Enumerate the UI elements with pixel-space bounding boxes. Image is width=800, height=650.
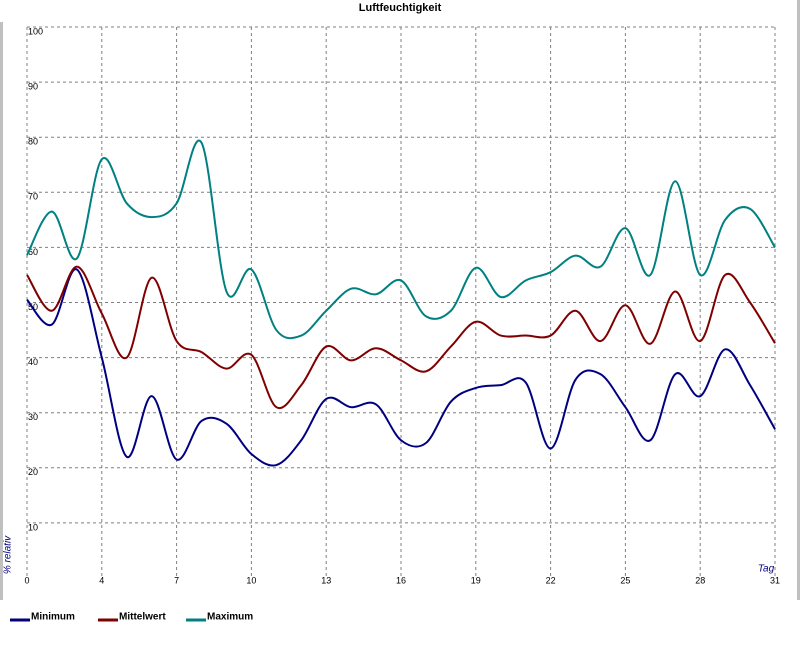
y-tick-label: 90 — [28, 81, 38, 91]
y-tick-label: 80 — [28, 137, 38, 147]
series-line — [26, 268, 776, 467]
y-tick-label: 100 — [28, 26, 43, 36]
x-tick-label: 7 — [174, 575, 179, 585]
y-tick-label: 60 — [28, 247, 38, 257]
legend-label: Mittelwert — [119, 612, 166, 623]
x-tick-label: 10 — [246, 575, 256, 585]
legend-label: Minimum — [31, 612, 75, 623]
series-line — [26, 139, 776, 340]
x-tick-label: 16 — [396, 575, 406, 585]
series-line — [26, 265, 776, 410]
x-axis-label: Tag — [758, 564, 775, 575]
x-tick-label: 4 — [99, 575, 104, 585]
y-tick-label: 30 — [28, 412, 38, 422]
x-tick-label: 22 — [546, 575, 556, 585]
y-tick-label: 20 — [28, 467, 38, 477]
y-tick-label: 70 — [28, 192, 38, 202]
x-tick-label: 31 — [770, 575, 780, 585]
x-tick-label: 28 — [695, 575, 705, 585]
x-tick-label: 19 — [471, 575, 481, 585]
y-tick-label: 10 — [28, 522, 38, 532]
chart-title: Luftfeuchtigkeit — [359, 2, 442, 14]
left-edge — [0, 22, 3, 600]
y-axis-label: % relativ — [3, 535, 14, 574]
right-edge — [797, 0, 800, 600]
y-tick-label: 40 — [28, 357, 38, 367]
legend-label: Maximum — [207, 612, 253, 623]
x-tick-label: 25 — [620, 575, 630, 585]
x-tick-label: 0 — [24, 575, 29, 585]
x-tick-label: 13 — [321, 575, 331, 585]
